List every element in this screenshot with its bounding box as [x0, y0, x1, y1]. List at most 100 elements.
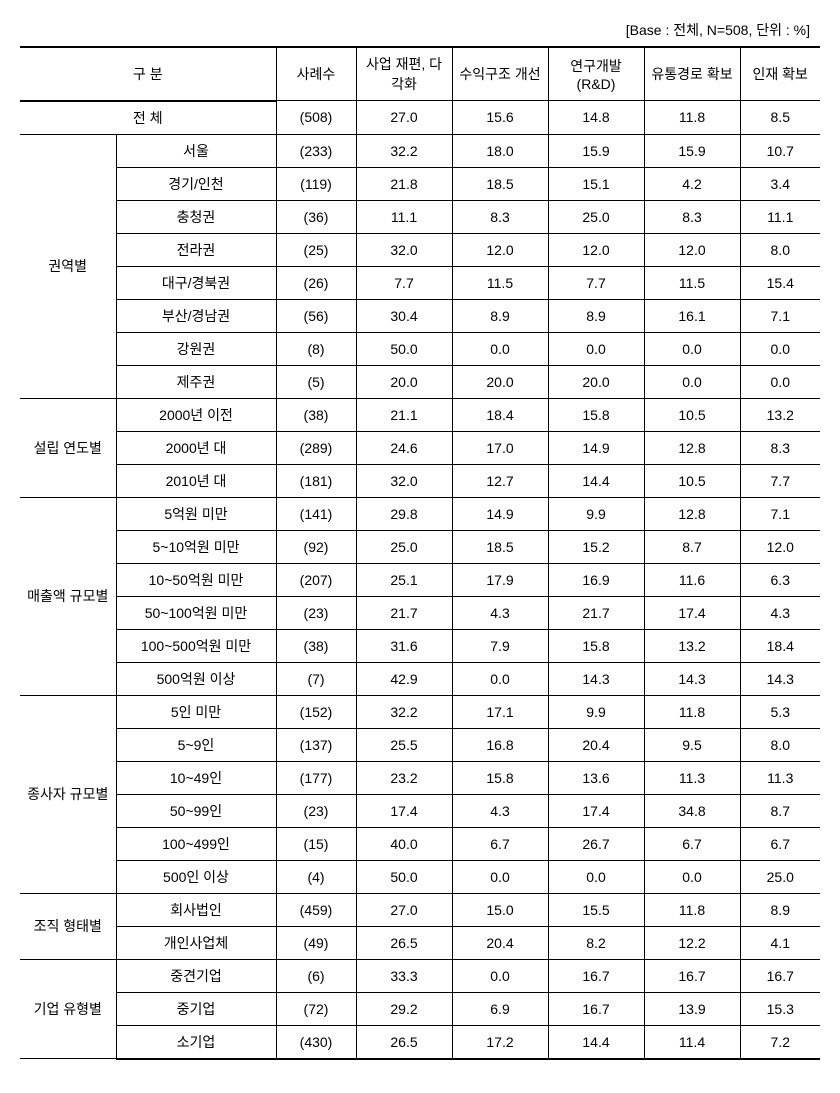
row-label: 경기/인천 [116, 167, 276, 200]
cell-c2: 17.1 [452, 695, 548, 728]
data-table: 구 분 사례수 사업 재편, 다각화 수익구조 개선 연구개발 (R&D) 유통… [20, 46, 820, 1060]
row-label: 전라권 [116, 233, 276, 266]
total-c3: 14.8 [548, 101, 644, 135]
cell-c5: 8.0 [740, 233, 820, 266]
row-label: 중기업 [116, 992, 276, 1025]
cell-c4: 11.5 [644, 266, 740, 299]
group-label: 설립 연도별 [20, 398, 116, 497]
cell-c5: 10.7 [740, 134, 820, 167]
total-c1: 27.0 [356, 101, 452, 135]
cell-c3: 16.9 [548, 563, 644, 596]
table-row: 매출액 규모별5억원 미만(141)29.814.99.912.87.1 [20, 497, 820, 530]
row-label: 5인 미만 [116, 695, 276, 728]
group-label: 종사자 규모별 [20, 695, 116, 893]
total-c4: 11.8 [644, 101, 740, 135]
cell-c1: 24.6 [356, 431, 452, 464]
cell-c1: 11.1 [356, 200, 452, 233]
cell-c2: 0.0 [452, 332, 548, 365]
cell-c5: 7.1 [740, 299, 820, 332]
cell-count: (141) [276, 497, 356, 530]
header-col3: 연구개발 (R&D) [548, 47, 644, 101]
cell-count: (72) [276, 992, 356, 1025]
cell-count: (119) [276, 167, 356, 200]
cell-count: (207) [276, 563, 356, 596]
cell-count: (4) [276, 860, 356, 893]
cell-c5: 8.9 [740, 893, 820, 926]
cell-count: (152) [276, 695, 356, 728]
cell-c1: 26.5 [356, 926, 452, 959]
cell-c4: 11.4 [644, 1025, 740, 1059]
cell-c2: 16.8 [452, 728, 548, 761]
cell-c2: 4.3 [452, 596, 548, 629]
cell-c1: 21.1 [356, 398, 452, 431]
table-row: 5~10억원 미만(92)25.018.515.28.712.0 [20, 530, 820, 563]
cell-c1: 21.7 [356, 596, 452, 629]
cell-c5: 11.3 [740, 761, 820, 794]
cell-c5: 14.3 [740, 662, 820, 695]
cell-c4: 0.0 [644, 365, 740, 398]
cell-c3: 20.0 [548, 365, 644, 398]
cell-c1: 20.0 [356, 365, 452, 398]
cell-c1: 26.5 [356, 1025, 452, 1059]
cell-c3: 16.7 [548, 992, 644, 1025]
cell-c2: 11.5 [452, 266, 548, 299]
cell-c1: 29.8 [356, 497, 452, 530]
group-label: 기업 유형별 [20, 959, 116, 1059]
cell-count: (49) [276, 926, 356, 959]
cell-c4: 16.1 [644, 299, 740, 332]
header-category: 구 분 [20, 47, 276, 101]
cell-c3: 26.7 [548, 827, 644, 860]
cell-c5: 18.4 [740, 629, 820, 662]
group-label: 권역별 [20, 134, 116, 398]
cell-c1: 17.4 [356, 794, 452, 827]
row-label: 제주권 [116, 365, 276, 398]
cell-c1: 29.2 [356, 992, 452, 1025]
cell-c4: 8.3 [644, 200, 740, 233]
cell-c3: 15.8 [548, 629, 644, 662]
table-row: 10~50억원 미만(207)25.117.916.911.66.3 [20, 563, 820, 596]
cell-count: (15) [276, 827, 356, 860]
table-row: 조직 형태별회사법인(459)27.015.015.511.88.9 [20, 893, 820, 926]
cell-c2: 17.9 [452, 563, 548, 596]
cell-c5: 4.3 [740, 596, 820, 629]
row-label: 대구/경북권 [116, 266, 276, 299]
row-label: 500인 이상 [116, 860, 276, 893]
row-label: 소기업 [116, 1025, 276, 1059]
cell-c2: 14.9 [452, 497, 548, 530]
cell-c4: 11.6 [644, 563, 740, 596]
cell-c2: 0.0 [452, 662, 548, 695]
cell-c5: 5.3 [740, 695, 820, 728]
cell-c4: 12.0 [644, 233, 740, 266]
cell-c4: 14.3 [644, 662, 740, 695]
table-row: 개인사업체(49)26.520.48.212.24.1 [20, 926, 820, 959]
table-row: 부산/경남권(56)30.48.98.916.17.1 [20, 299, 820, 332]
table-row: 경기/인천(119)21.818.515.14.23.4 [20, 167, 820, 200]
cell-c4: 12.8 [644, 497, 740, 530]
row-label: 50~99인 [116, 794, 276, 827]
cell-c1: 50.0 [356, 332, 452, 365]
cell-c1: 30.4 [356, 299, 452, 332]
cell-c5: 6.3 [740, 563, 820, 596]
group-label: 조직 형태별 [20, 893, 116, 959]
cell-c4: 11.8 [644, 695, 740, 728]
cell-c2: 4.3 [452, 794, 548, 827]
cell-c2: 15.0 [452, 893, 548, 926]
cell-c5: 15.4 [740, 266, 820, 299]
cell-c2: 0.0 [452, 959, 548, 992]
cell-c4: 11.8 [644, 893, 740, 926]
cell-c5: 25.0 [740, 860, 820, 893]
row-label: 강원권 [116, 332, 276, 365]
cell-c4: 10.5 [644, 398, 740, 431]
cell-c4: 10.5 [644, 464, 740, 497]
table-row: 중기업(72)29.26.916.713.915.3 [20, 992, 820, 1025]
table-row: 강원권(8)50.00.00.00.00.0 [20, 332, 820, 365]
cell-c3: 15.5 [548, 893, 644, 926]
cell-c4: 15.9 [644, 134, 740, 167]
cell-c4: 12.8 [644, 431, 740, 464]
cell-c3: 0.0 [548, 332, 644, 365]
cell-count: (56) [276, 299, 356, 332]
cell-c2: 8.3 [452, 200, 548, 233]
cell-c5: 7.7 [740, 464, 820, 497]
cell-c3: 15.2 [548, 530, 644, 563]
cell-c3: 13.6 [548, 761, 644, 794]
